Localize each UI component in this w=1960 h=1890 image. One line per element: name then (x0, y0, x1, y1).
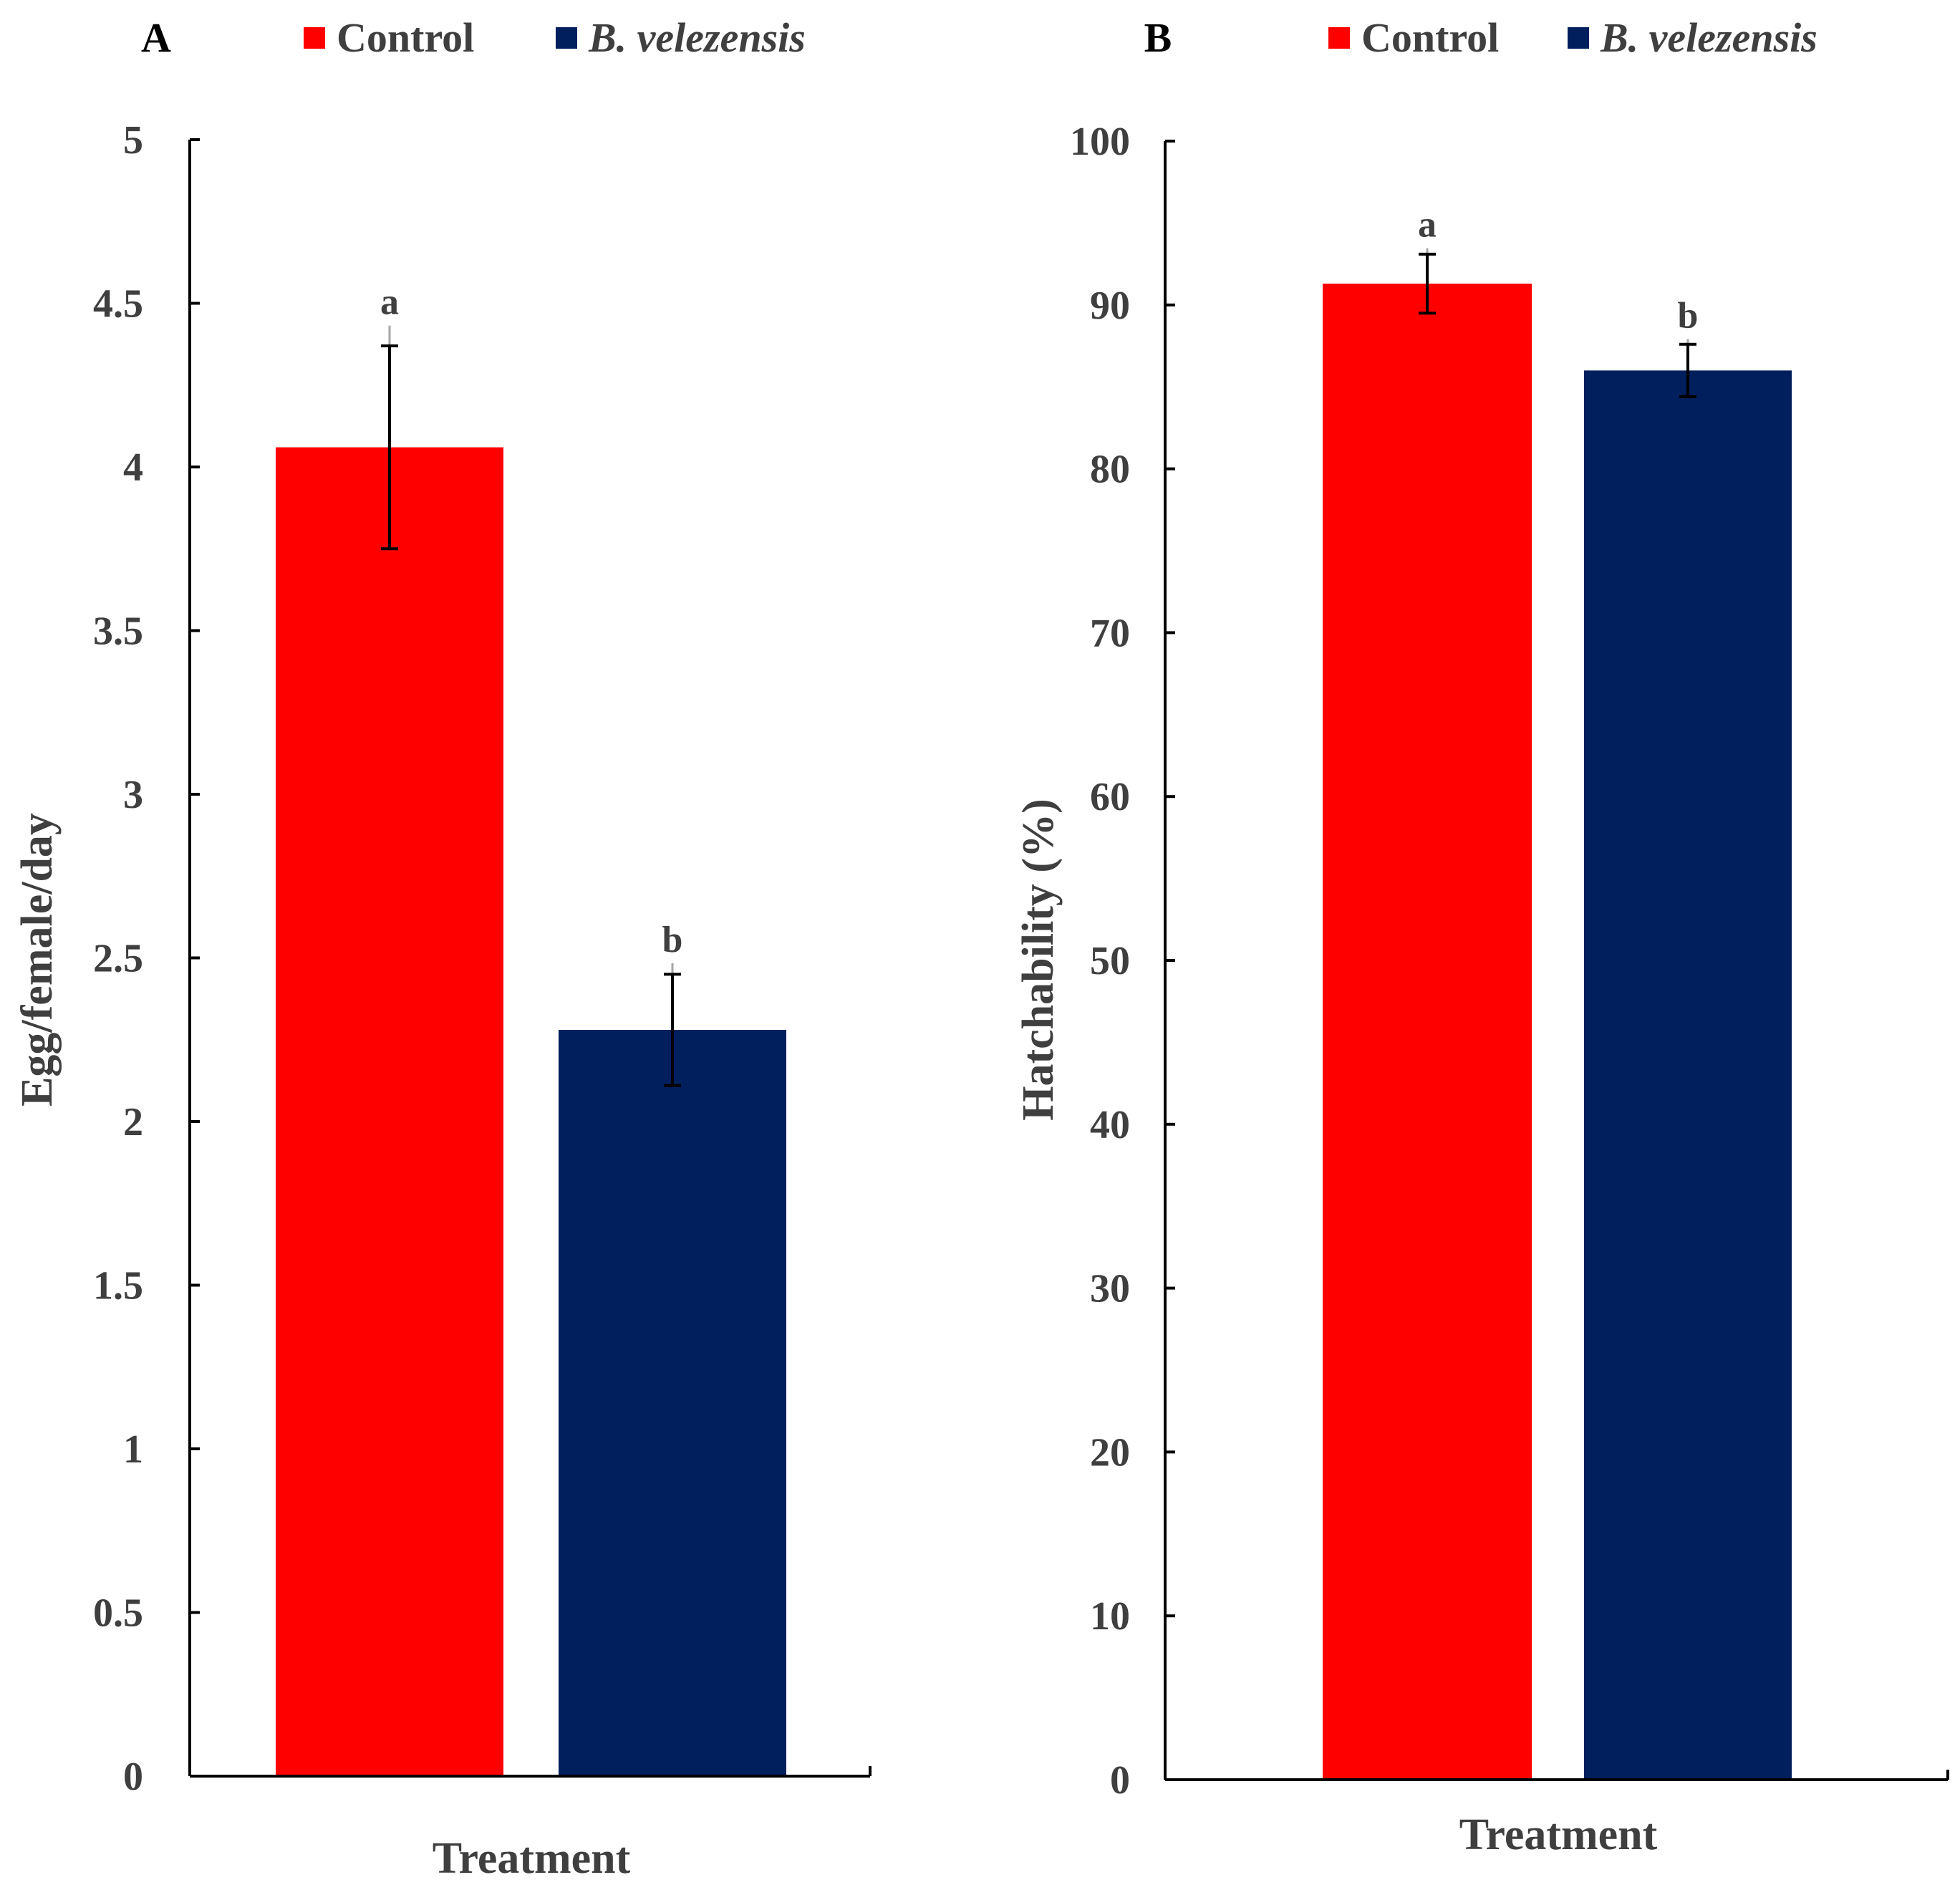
legend-label-control: Control (337, 14, 474, 61)
legend-label-b-velezensis: B. velezensis (588, 14, 806, 61)
y-tick-label: 90 (1090, 284, 1130, 328)
legend-swatch-control (1328, 27, 1350, 49)
y-tick-label: 5 (123, 118, 143, 163)
y-tick-label: 40 (1090, 1103, 1130, 1147)
bar-b-velezensis (559, 1030, 786, 1776)
significance-label: b (662, 920, 683, 960)
y-tick-label: 2 (123, 1100, 143, 1144)
y-axis-title: Egg/female/day (13, 813, 62, 1106)
legend-swatch-b-velezensis (1568, 27, 1589, 49)
legend-swatch-b-velezensis (556, 27, 577, 49)
bar-control (1323, 284, 1532, 1780)
y-tick-label: 4 (123, 445, 143, 490)
y-tick-label: 80 (1090, 448, 1130, 492)
bar-control (276, 447, 503, 1776)
y-tick-label: 3 (123, 773, 143, 817)
x-axis-title: Treatment (433, 1834, 631, 1883)
y-tick-label: 30 (1090, 1267, 1130, 1311)
y-tick-label: 3.5 (93, 609, 143, 654)
y-tick-label: 100 (1070, 120, 1130, 164)
y-tick-label: 4.5 (93, 282, 143, 327)
y-tick-label: 0.5 (93, 1591, 143, 1636)
y-tick-label: 60 (1090, 775, 1130, 819)
legend-label-control: Control (1361, 14, 1499, 61)
legend-swatch-control (304, 27, 325, 49)
y-tick-label: 1 (123, 1427, 143, 1472)
significance-label: b (1678, 295, 1699, 336)
y-tick-label: 50 (1090, 939, 1130, 983)
significance-label: a (380, 282, 399, 323)
panel-letter: B (1144, 14, 1172, 61)
legend-label-b-velezensis: B. velezensis (1600, 14, 1817, 61)
bar-b-velezensis (1584, 370, 1792, 1780)
significance-label: a (1418, 205, 1437, 246)
panel-letter: A (141, 14, 171, 61)
y-tick-label: 0 (123, 1755, 143, 1799)
panel-b: B Control B. velezensis a b 0 10 20 30 40 50 60 70 80… (1014, 14, 1949, 1859)
y-tick-label: 20 (1090, 1430, 1130, 1475)
y-tick-label: 2.5 (93, 937, 143, 981)
x-axis-title: Treatment (1459, 1811, 1658, 1859)
y-tick-label: 1.5 (93, 1264, 143, 1308)
y-tick-label: 70 (1090, 611, 1130, 655)
y-tick-label: 10 (1090, 1594, 1130, 1639)
y-axis-title: Hatchability (%) (1014, 799, 1063, 1120)
panel-a: A Control B. velezensis a b 0 0.5 1 1.5 2 2.5 3 3.5 4… (13, 14, 872, 1883)
y-tick-label: 0 (1110, 1758, 1130, 1803)
